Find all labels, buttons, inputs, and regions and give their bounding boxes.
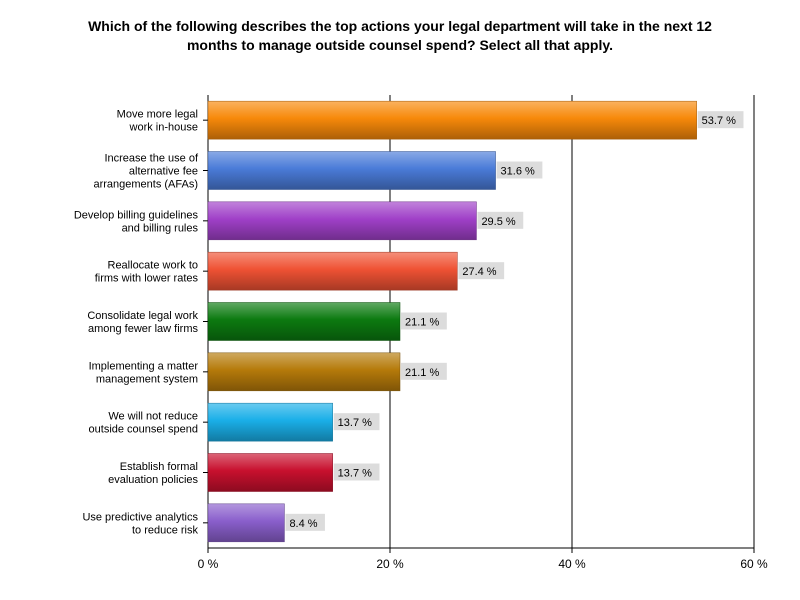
data-label-box [496, 161, 543, 179]
label-layer: 0 % 20 % 40 % 60 % 53.7 % Move more legal work… [74, 109, 768, 571]
bar [207, 503, 285, 543]
data-label-box [458, 262, 505, 280]
bar [207, 100, 697, 140]
data-label: 13.7 % [338, 468, 372, 480]
data-label: 21.1 % [405, 317, 439, 329]
category-label: Move more legal work in-house [117, 109, 198, 134]
data-label-box [333, 413, 380, 431]
x-tick-label: 20 % [376, 557, 404, 571]
category-label: Use predictive analytics to reduce risk [82, 511, 198, 536]
data-label: 53.7 % [702, 115, 736, 127]
data-label: 31.6 % [501, 166, 535, 178]
bar [207, 251, 458, 291]
bar [207, 151, 496, 190]
data-label-box [333, 463, 380, 481]
bar [207, 302, 401, 341]
data-label: 8.4 % [289, 518, 317, 530]
bar [207, 352, 401, 392]
data-label: 13.7 % [338, 417, 372, 429]
data-label-box [401, 312, 447, 330]
category-label: We will not reduce outside counsel spend [89, 411, 198, 436]
data-label-box [697, 111, 744, 129]
category-label: Establish formal evaluation policies [108, 461, 198, 486]
bar [207, 453, 333, 492]
chart-title: Which of the following describes the top… [88, 18, 712, 53]
category-label: Consolidate legal work among fewer law fi… [87, 310, 198, 335]
bar-layer [207, 100, 697, 543]
data-label: 29.5 % [481, 216, 515, 228]
category-label: Develop billing guidelines and billing ru… [74, 209, 199, 234]
bar [207, 201, 477, 241]
data-label-box [477, 211, 524, 229]
category-label: Reallocate work to firms with lower rates [95, 260, 199, 285]
x-tick-label: 60 % [740, 557, 768, 571]
category-label: Implementing a matter management system [89, 360, 199, 385]
x-tick-label: 0 % [198, 557, 219, 571]
data-label: 21.1 % [405, 367, 439, 379]
bar [207, 402, 333, 442]
data-label-box [285, 513, 325, 531]
category-label: Increase the use of alternative fee arrang… [93, 153, 198, 191]
x-tick-label: 40 % [558, 557, 586, 571]
data-label: 27.4 % [462, 266, 496, 278]
data-label-box [401, 362, 447, 380]
